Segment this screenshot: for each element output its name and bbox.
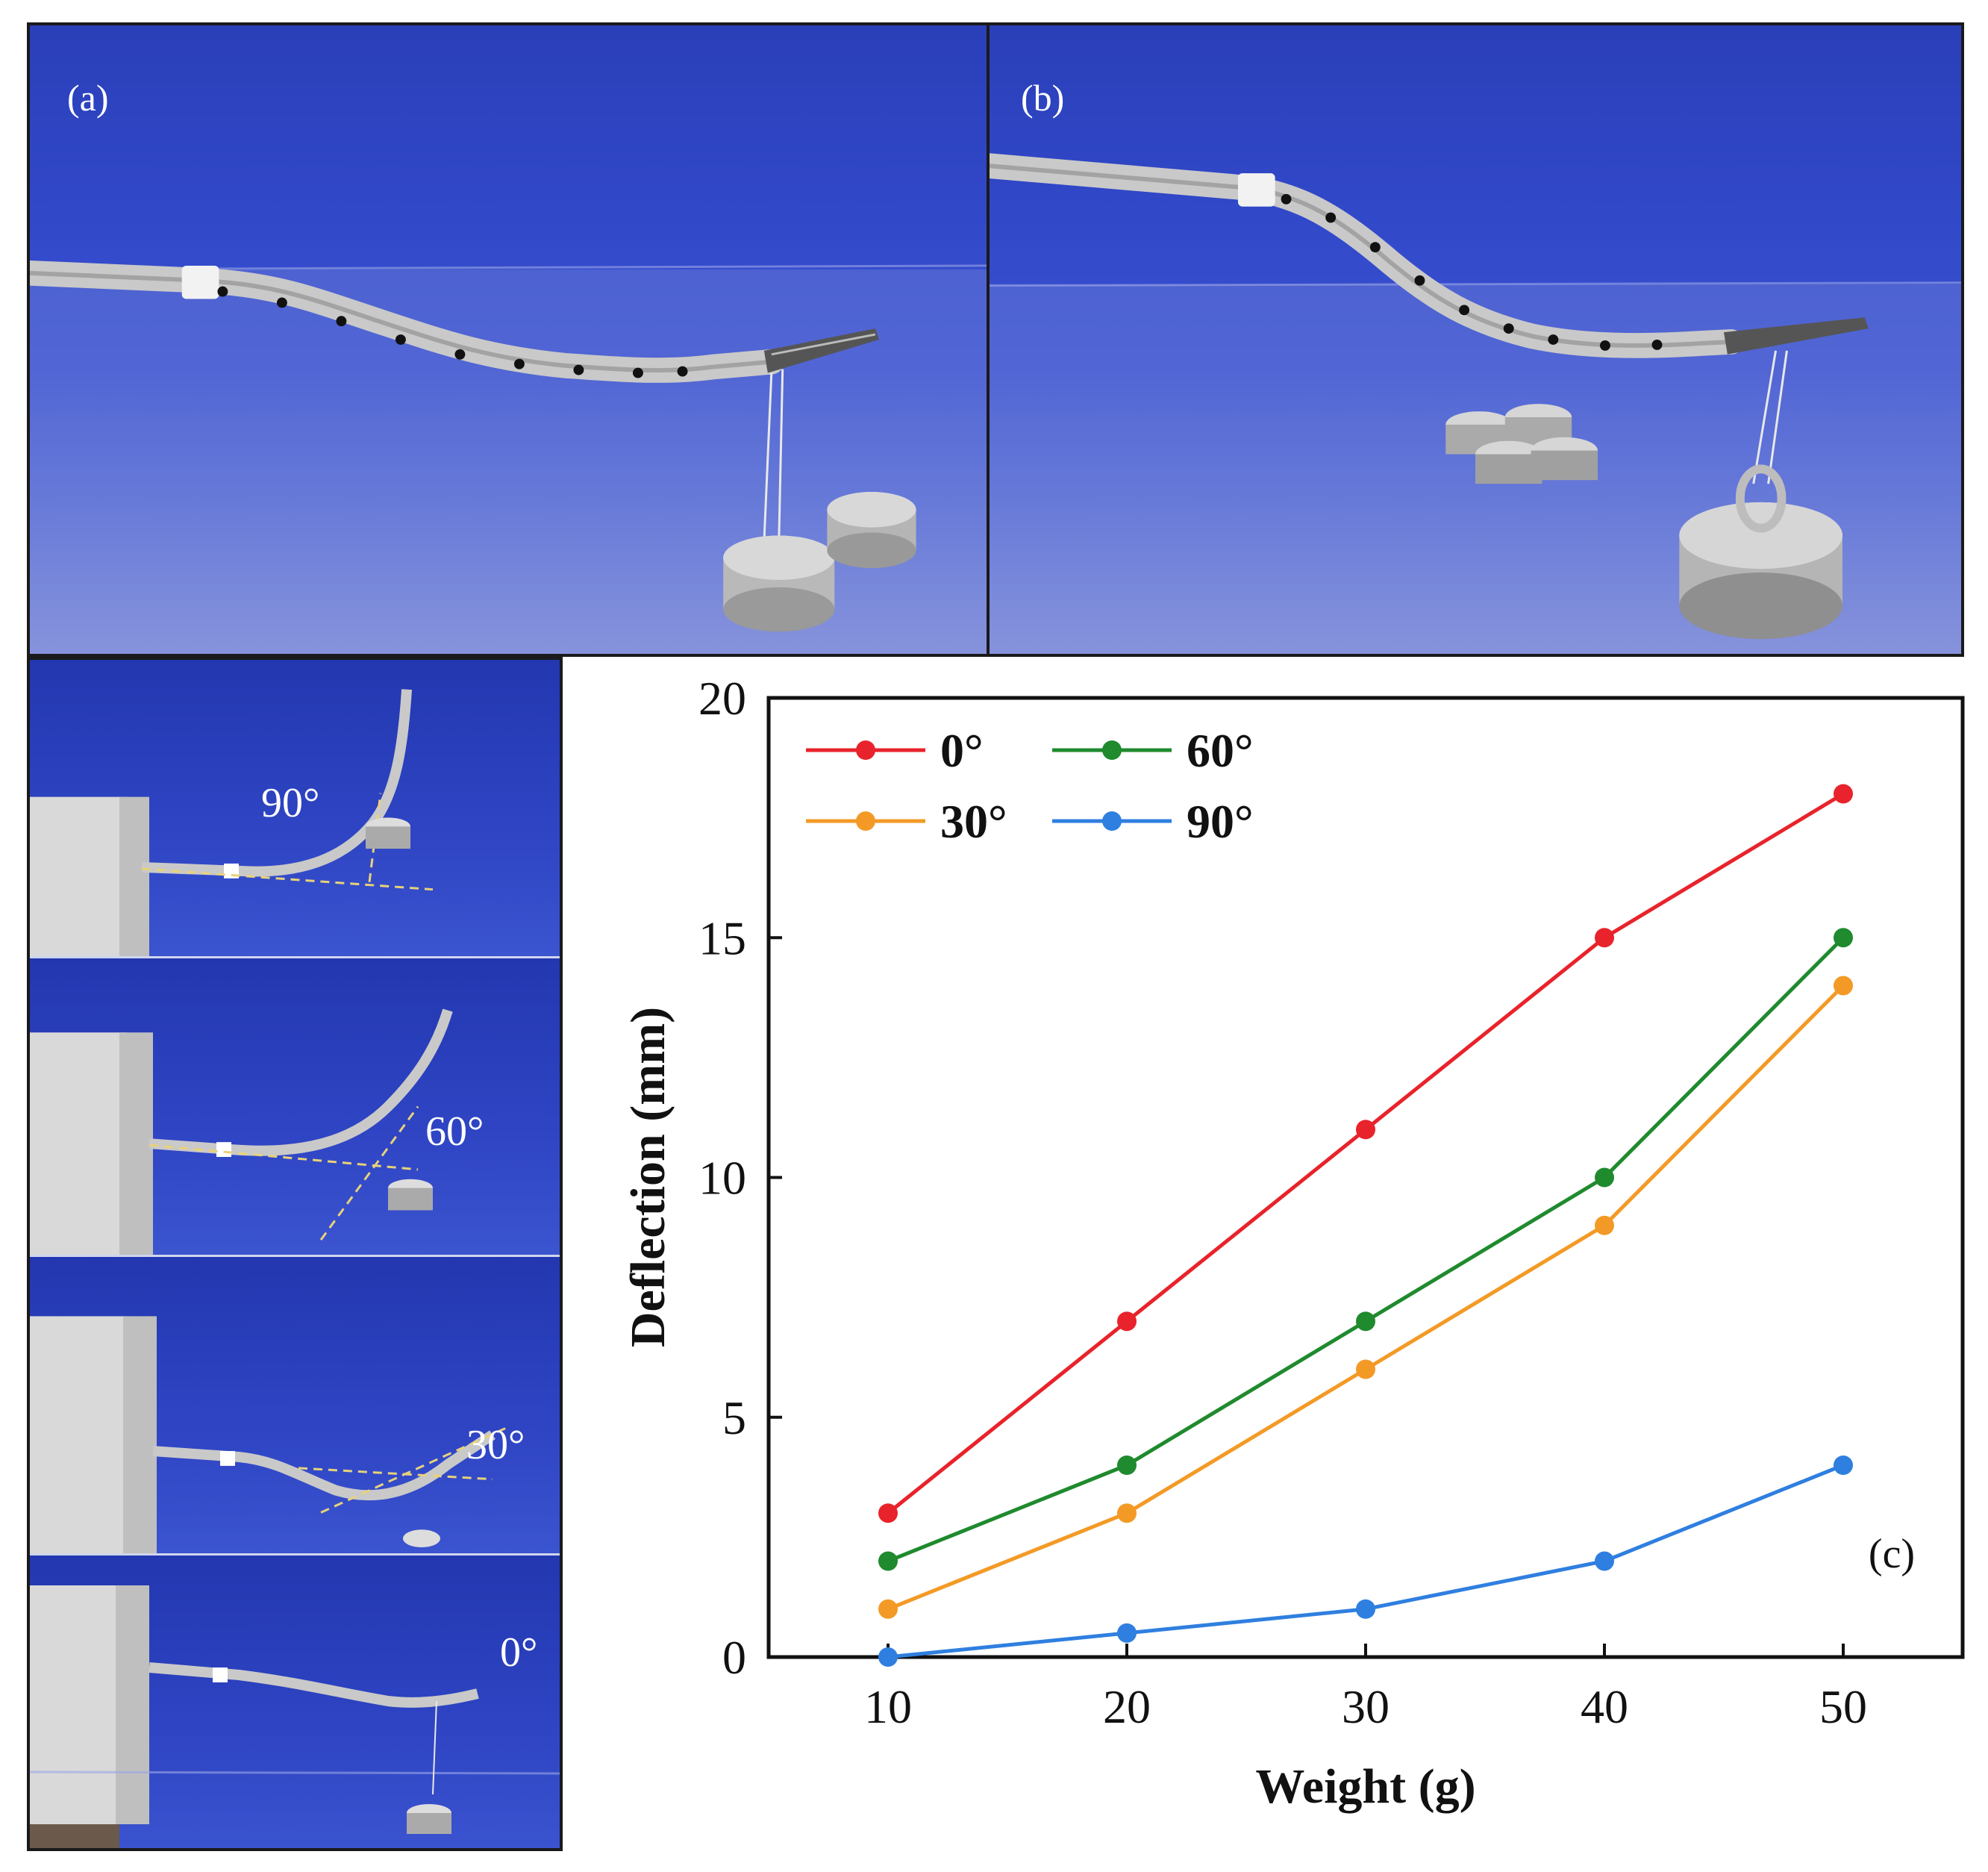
angle-label-30: 30° <box>466 1422 525 1468</box>
legend-swatch-marker <box>856 740 875 760</box>
x-tick-label: 20 <box>1103 1680 1151 1733</box>
series-3-point <box>1117 1623 1137 1643</box>
angle-label-0: 0° <box>500 1629 538 1676</box>
angle-photo-90: 90° <box>30 660 560 958</box>
series-0-point <box>1356 1120 1375 1140</box>
series-1-point <box>1834 976 1853 996</box>
series-3-point <box>1356 1599 1375 1619</box>
legend-entry: 60° <box>1187 724 1254 777</box>
y-axis-title: Deflection (mm) <box>621 1007 675 1347</box>
angle-photo-column: 90° 60° 30° <box>27 657 563 1851</box>
series-2-point <box>1117 1456 1137 1475</box>
deflection-chart: 10 20 30 40 50 0 5 10 15 20 0° 30° 60° 90° Weight (g… <box>621 672 1965 1814</box>
angle-label-90: 90° <box>261 780 320 826</box>
series-2-point <box>1356 1311 1375 1332</box>
y-tick-label: 0 <box>722 1631 746 1684</box>
series-1-point <box>1595 1215 1614 1235</box>
panel-label-b: (b) <box>1021 77 1065 119</box>
series-2-point <box>878 1551 898 1571</box>
catheter-illustration-b <box>990 153 1961 654</box>
photo-panel-a: (a) <box>27 22 990 657</box>
x-axis-title: Weight (g) <box>1255 1759 1475 1814</box>
series-3-point <box>878 1647 898 1667</box>
series-2-point <box>1595 1167 1614 1188</box>
series-1-point <box>1356 1359 1375 1379</box>
legend-swatch-marker <box>1102 811 1122 831</box>
series-3-point <box>1834 1456 1853 1475</box>
y-tick-label: 15 <box>698 911 746 964</box>
catheter-illustration-60 <box>30 1008 453 1255</box>
series-3-point <box>1595 1551 1614 1571</box>
catheter-illustration-30 <box>30 1316 508 1553</box>
catheter-illustration-90 <box>30 689 434 956</box>
series-1-point <box>1117 1503 1137 1523</box>
panel-label-c: (c) <box>1869 1531 1915 1577</box>
angle-photo-60: 60° <box>30 958 560 1257</box>
x-tick-label: 10 <box>864 1680 912 1733</box>
panel-label-a: (a) <box>67 77 109 119</box>
catheter-illustration-0 <box>30 1585 560 1848</box>
series-0-point <box>1834 784 1853 804</box>
x-tick-label: 40 <box>1581 1680 1628 1733</box>
series-0-point <box>1117 1311 1137 1332</box>
catheter-illustration-a <box>30 260 987 654</box>
series-2-point <box>1834 928 1853 948</box>
legend-entry: 30° <box>940 795 1007 848</box>
series-1-point <box>878 1599 898 1619</box>
legend-swatch-marker <box>856 811 875 831</box>
x-tick-label: 30 <box>1342 1680 1390 1733</box>
series-0-point <box>878 1503 898 1523</box>
angle-photo-30: 30° <box>30 1257 560 1556</box>
x-tick-label: 50 <box>1819 1680 1867 1733</box>
series-0-point <box>1595 928 1614 948</box>
legend-entry: 90° <box>1187 795 1254 848</box>
angle-label-60: 60° <box>425 1108 484 1155</box>
legend-swatch-marker <box>1102 740 1122 760</box>
photo-panel-b: (b) <box>987 22 1964 657</box>
y-tick-label: 20 <box>698 672 746 725</box>
legend-entry: 0° <box>940 724 984 777</box>
y-tick-label: 5 <box>722 1391 746 1444</box>
y-tick-label: 10 <box>698 1152 746 1205</box>
angle-photo-0: 0° <box>30 1556 560 1848</box>
